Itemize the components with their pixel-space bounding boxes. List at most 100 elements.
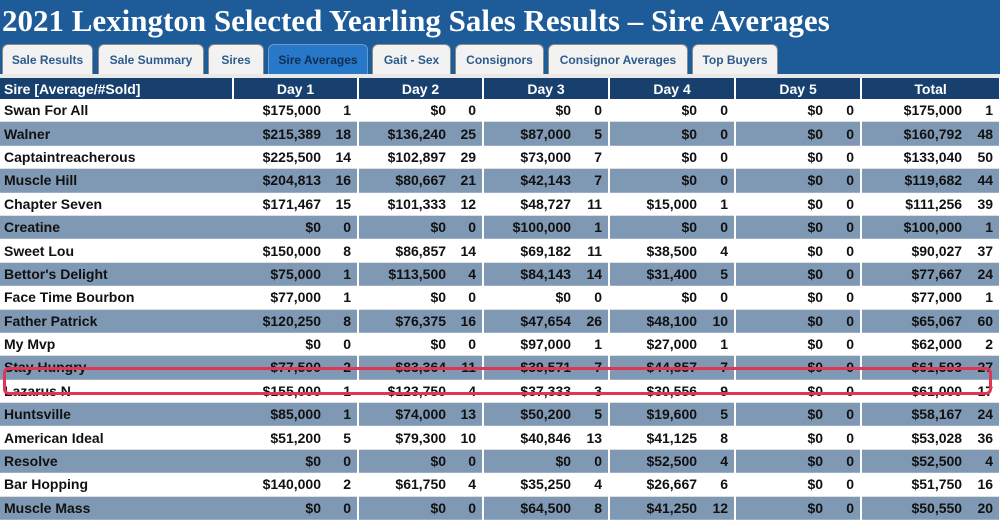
average-cell: $0 [609,145,702,170]
average-cell: $77,000 [233,285,325,310]
header-day-3[interactable]: Day 3 [483,78,611,99]
sold-count-cell: 0 [450,285,485,310]
sold-count-cell: 2 [966,332,1000,357]
sire-name[interactable]: Sweet Lou [0,238,233,263]
header-day-5[interactable]: Day 5 [735,78,863,99]
average-cell: $225,500 [233,145,325,170]
sold-count-cell: 2 [325,472,360,497]
average-cell: $0 [735,238,828,263]
sold-count-cell: 0 [827,215,863,240]
sire-name[interactable]: Muscle Hill [0,168,233,193]
sold-count-cell: 7 [575,145,611,170]
sold-count-cell: 36 [966,425,1000,450]
sire-name[interactable]: Swan For All [0,99,233,123]
sold-count-cell: 24 [966,262,1000,287]
sire-name[interactable]: Muscle Mass [0,496,233,520]
tab-sires[interactable]: Sires [208,44,264,74]
sold-count-cell: 0 [450,99,485,123]
sold-count-cell: 5 [701,402,737,427]
tab-consignor-averages[interactable]: Consignor Averages [548,44,688,74]
average-cell: $64,500 [483,496,576,520]
table-row: Stay Hungry $77,500 2 $83,364 11 $39,571 7 $44,… [0,355,1000,380]
sold-count-cell: 5 [325,425,360,450]
sold-count-cell: 0 [827,285,863,310]
average-cell: $77,000 [861,285,967,310]
sold-count-cell: 29 [450,145,485,170]
sold-count-cell: 0 [701,168,737,193]
average-cell: $41,250 [609,496,702,520]
sold-count-cell: 0 [450,215,485,240]
header-total[interactable]: Total [861,78,1000,99]
sire-name[interactable]: Resolve [0,449,233,474]
table-row: Swan For All $175,000 1 $0 0 $0 0 $0 0 $0 0 $175,00… [0,99,1000,123]
header-day-4[interactable]: Day 4 [609,78,737,99]
sold-count-cell: 50 [966,145,1000,170]
average-cell: $15,000 [609,192,702,216]
sire-name[interactable]: Face Time Bourbon [0,285,233,310]
sold-count-cell: 16 [966,472,1000,497]
sire-name[interactable]: Lazarus N [0,379,233,404]
sire-name[interactable]: Creatine [0,215,233,240]
sold-count-cell: 10 [701,309,737,333]
average-cell: $74,000 [358,402,451,427]
table-row: American Ideal $51,200 5 $79,300 10 $40,846 13… [0,425,1000,450]
sold-count-cell: 1 [325,262,360,287]
average-cell: $61,000 [861,379,967,404]
tab-top-buyers[interactable]: Top Buyers [692,44,778,74]
average-cell: $0 [735,192,828,216]
average-cell: $0 [735,168,828,193]
sold-count-cell: 0 [450,332,485,357]
sire-name[interactable]: Chapter Seven [0,192,233,216]
sold-count-cell: 3 [575,379,611,404]
sold-count-cell: 1 [575,215,611,240]
table-row: Creatine $0 0 $0 0 $100,000 1 $0 0 $0 0 $100,000 1 [0,215,1000,240]
sold-count-cell: 15 [325,192,360,216]
table-row: Face Time Bourbon $77,000 1 $0 0 $0 0 $0 0 $0 0 $77… [0,285,1000,310]
average-cell: $113,500 [358,262,451,287]
average-cell: $100,000 [861,215,967,240]
tab-gait-sex[interactable]: Gait - Sex [372,44,451,74]
average-cell: $0 [735,285,828,310]
sire-name[interactable]: American Ideal [0,425,233,450]
sold-count-cell: 13 [450,402,485,427]
sire-name[interactable]: Stay Hungry [0,355,233,380]
average-cell: $155,000 [233,379,325,404]
sire-name[interactable]: Captaintreacherous [0,145,233,170]
sold-count-cell: 0 [827,496,863,520]
sire-name[interactable]: My Mvp [0,332,233,357]
sold-count-cell: 6 [701,472,737,497]
average-cell: $80,667 [358,168,451,193]
sold-count-cell: 9 [701,379,737,404]
sold-count-cell: 20 [966,496,1000,520]
tab-sale-summary[interactable]: Sale Summary [98,44,204,74]
average-cell: $77,500 [233,355,325,380]
sold-count-cell: 37 [966,238,1000,263]
average-cell: $50,200 [483,402,576,427]
sire-name[interactable]: Walner [0,121,233,146]
average-cell: $0 [358,496,451,520]
sold-count-cell: 11 [575,238,611,263]
sire-name[interactable]: Huntsville [0,402,233,427]
header-sire[interactable]: Sire [Average/#Sold] [0,78,234,99]
sire-name[interactable]: Father Patrick [0,309,233,333]
header-day-2[interactable]: Day 2 [358,78,485,99]
sold-count-cell: 1 [966,215,1000,240]
tab-sale-results[interactable]: Sale Results [2,44,93,74]
sold-count-cell: 14 [450,238,485,263]
sold-count-cell: 8 [575,496,611,520]
sire-name[interactable]: Bettor's Delight [0,262,233,287]
average-cell: $0 [233,332,325,357]
sold-count-cell: 27 [966,355,1000,380]
tab-consignors[interactable]: Consignors [455,44,544,74]
header-day-1[interactable]: Day 1 [233,78,360,99]
sold-count-cell: 8 [701,425,737,450]
sold-count-cell: 1 [966,99,1000,123]
average-cell: $61,750 [358,472,451,497]
average-cell: $0 [735,472,828,497]
average-cell: $136,240 [358,121,451,146]
sold-count-cell: 8 [325,309,360,333]
average-cell: $123,750 [358,379,451,404]
sire-name[interactable]: Bar Hopping [0,472,233,497]
average-cell: $0 [735,145,828,170]
tab-sire-averages[interactable]: Sire Averages [268,44,368,74]
